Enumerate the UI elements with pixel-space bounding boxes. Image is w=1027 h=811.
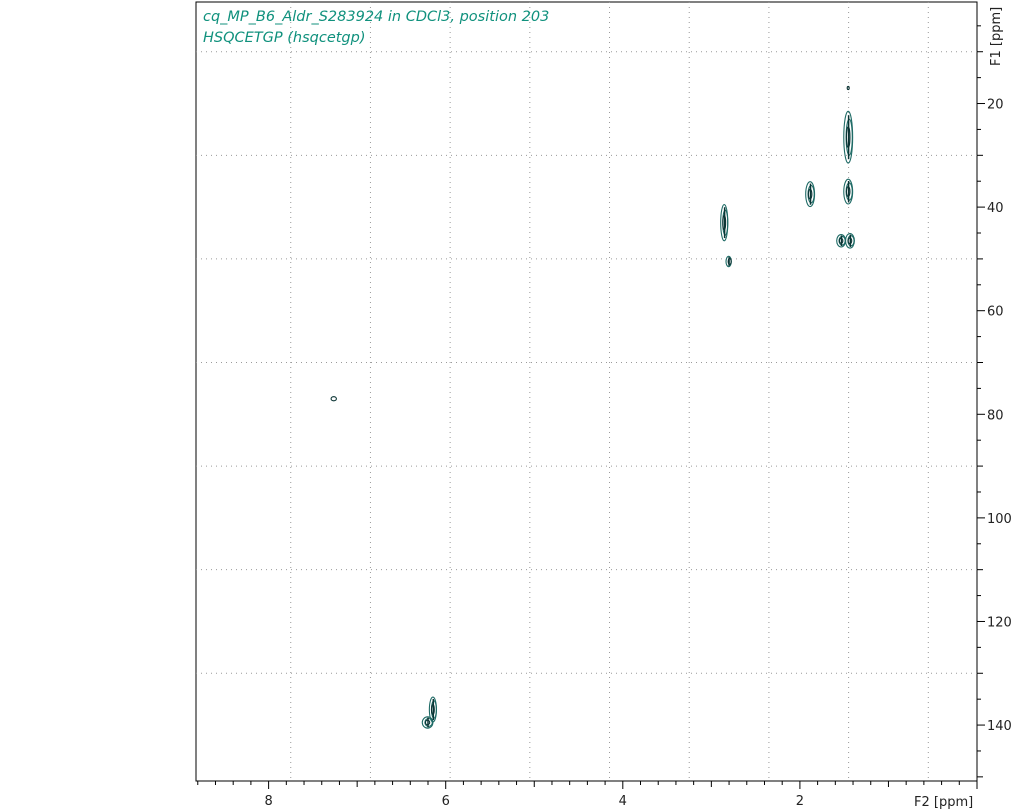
contour-level [330,396,337,402]
y-axis: 20 40 60 80 100 120 140 [977,25,1012,778]
contour-level [846,85,850,91]
chart-title: cq_MP_B6_Aldr_S283924 in CDCl3, position… [203,9,549,25]
cross-peak [330,396,337,402]
cross-peak [846,85,850,91]
y-tick-label: 60 [987,305,1004,320]
cross-peak [843,110,854,164]
x-tick-label: 6 [442,794,450,809]
y-tick-label: 20 [987,98,1004,113]
x-tick-label: 4 [619,794,627,809]
cross-peak [725,255,732,268]
grid [196,2,977,781]
chart-subtitle: HSQCETGP (hsqcetgp) [203,30,366,46]
y-tick-label: 120 [987,615,1012,630]
cross-peak [843,178,854,205]
x-tick-label: 2 [796,794,804,809]
cross-peak [805,181,816,208]
contour-level [421,716,434,729]
cross-peak [844,232,855,249]
x-axis: 8 6 4 2 [197,781,978,809]
cross-peak [720,203,729,242]
cross-peak [421,716,434,729]
y-axis-label: F1 [ppm] [989,7,1004,66]
y-tick-label: 140 [987,719,1012,734]
x-axis-label: F2 [ppm] [914,795,973,810]
cross-peaks [330,85,855,729]
y-tick-label: 40 [987,201,1004,216]
x-tick-label: 8 [264,794,272,809]
plot-frame [195,1,978,782]
y-tick-label: 80 [987,408,1004,423]
y-tick-label: 100 [987,512,1012,527]
